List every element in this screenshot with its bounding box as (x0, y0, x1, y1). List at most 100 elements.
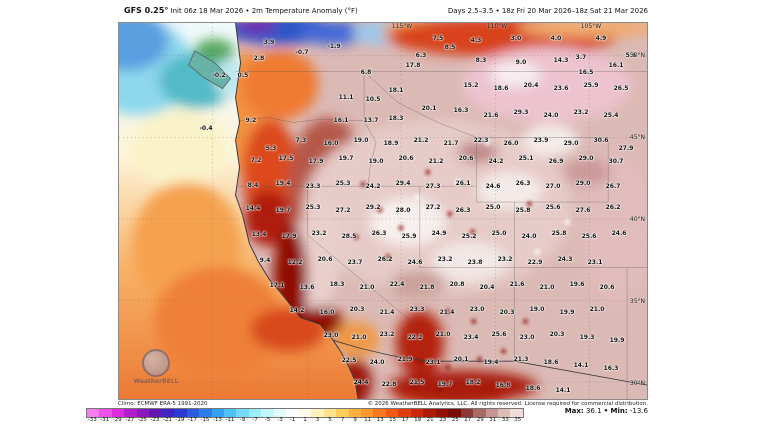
coastline (235, 23, 359, 399)
colorbar-tick-label: -3 (277, 417, 283, 423)
station-value: 4.9 (595, 35, 607, 42)
colorbar-segment (99, 409, 112, 417)
colorbar-tick-label: -29 (112, 417, 122, 423)
station-value: 22.9 (527, 259, 543, 266)
colorbar-segment (373, 409, 386, 417)
colorbar-tick-label: 33 (501, 417, 509, 423)
station-value: 20.1 (421, 105, 437, 112)
station-value: 19.7 (437, 381, 453, 388)
colorbar-segment (223, 409, 237, 417)
station-value: 7.3 (295, 137, 307, 144)
colorbar-tick-label: -9 (239, 417, 246, 423)
colorbar-segment (199, 409, 212, 417)
model-name: GFS 0.25° (124, 6, 169, 15)
station-value: 18.3 (329, 281, 345, 288)
station-value: 11.1 (338, 94, 354, 101)
colorbar (86, 408, 524, 418)
colorbar-tick-label: 13 (376, 417, 384, 423)
station-value: 26.1 (455, 180, 471, 187)
station-value: -0.7 (295, 49, 309, 56)
station-value: 21.2 (428, 158, 444, 165)
colorbar-segment (149, 409, 162, 417)
colorbar-tick-label: -15 (200, 417, 210, 423)
station-value: 23.0 (519, 334, 535, 341)
min-value: -13.6 (629, 407, 648, 415)
station-value: 21.4 (379, 309, 395, 316)
station-value: 19.6 (569, 281, 585, 288)
station-value: 21.8 (419, 284, 435, 291)
colorbar-segment (423, 409, 436, 417)
station-value: 22.5 (341, 357, 357, 364)
colorbar-segment (124, 409, 137, 417)
station-value: 21.0 (589, 306, 605, 313)
station-value: 16.1 (333, 117, 349, 124)
station-value: 26.2 (605, 204, 621, 211)
station-value: 25.0 (491, 230, 507, 237)
station-value: -0.2 (212, 72, 226, 79)
colorbar-tick-label: 1 (303, 417, 307, 423)
station-value: 17.9 (281, 233, 297, 240)
latitude-label: 35°N (629, 298, 645, 305)
station-value: 21.9 (397, 356, 413, 363)
station-value: 2.8 (253, 55, 265, 62)
colorbar-tick-label: 25 (451, 417, 459, 423)
station-value: 28.5 (341, 233, 357, 240)
station-value: 18.9 (383, 140, 399, 147)
station-value: 23.1 (587, 259, 603, 266)
station-value: -1.9 (327, 43, 341, 50)
station-value: 20.6 (398, 155, 414, 162)
station-value: 9.4 (259, 257, 271, 264)
station-value: 17.5 (278, 155, 294, 162)
colorbar-segment (87, 409, 100, 417)
colorbar-tick-label: -27 (125, 417, 135, 423)
station-value: 25.6 (491, 331, 507, 338)
station-value: 26.9 (548, 158, 564, 165)
colorbar-segment (398, 409, 411, 417)
station-value: 6.3 (415, 52, 427, 59)
colorbar-segment (348, 409, 361, 417)
weatherbell-logo-icon (142, 349, 170, 377)
station-value: 5.6 (625, 52, 637, 59)
station-value: -0.4 (199, 125, 213, 132)
colorbar-segment (261, 409, 274, 417)
colorbar-ticks: -33 -31 -29 -27 -25 -23 -21 -19 -17 -15 -13 -11 -9 -7… (86, 417, 524, 424)
colorbar-segment (273, 409, 287, 417)
max-min-readout: Max: 36.1 • Min: -13.6 (565, 407, 648, 415)
colorbar-tick-label: 5 (328, 417, 332, 423)
station-value: 25.6 (581, 233, 597, 240)
station-value: 25.0 (485, 204, 501, 211)
station-value: 29.4 (395, 180, 411, 187)
colorbar-segment (211, 409, 224, 417)
station-value: 24.6 (611, 230, 627, 237)
colorbar-tick-label: 9 (353, 417, 357, 423)
colorbar-tick-label: -5 (264, 417, 271, 423)
station-value: 26.7 (605, 183, 621, 190)
colorbar-tick-label: -1 (289, 417, 296, 423)
station-value: 16.3 (603, 365, 619, 372)
station-value: 27.9 (618, 145, 634, 152)
station-value: 25.9 (401, 233, 417, 240)
station-value: 29.2 (365, 204, 381, 211)
station-value: 20.6 (317, 256, 333, 263)
station-value: 12.2 (287, 259, 303, 266)
station-value: 17.9 (308, 158, 324, 165)
pale-speckles (414, 139, 571, 255)
colorbar-segment (161, 409, 175, 417)
station-value: 25.3 (335, 180, 351, 187)
station-value: 4.0 (550, 35, 562, 42)
colorbar-segment (336, 409, 349, 417)
colorbar-tick-label: 21 (426, 417, 434, 423)
colorbar-segment (497, 409, 511, 417)
station-value: 23.9 (533, 137, 549, 144)
station-value: 27.6 (575, 207, 591, 214)
station-value: 3.7 (575, 54, 587, 61)
colorbar-tick-label: -25 (137, 417, 147, 423)
station-value: 19.7 (275, 207, 291, 214)
model-subtitle: Init 06z 18 Mar 2026 • 2m Temperature An… (168, 7, 358, 15)
station-value: 4.3 (470, 37, 482, 44)
colorbar-tick-label: 19 (414, 417, 422, 423)
station-value: 23.2 (311, 230, 327, 237)
station-value: 16.8 (495, 382, 511, 389)
station-value: 21.4 (439, 309, 455, 316)
